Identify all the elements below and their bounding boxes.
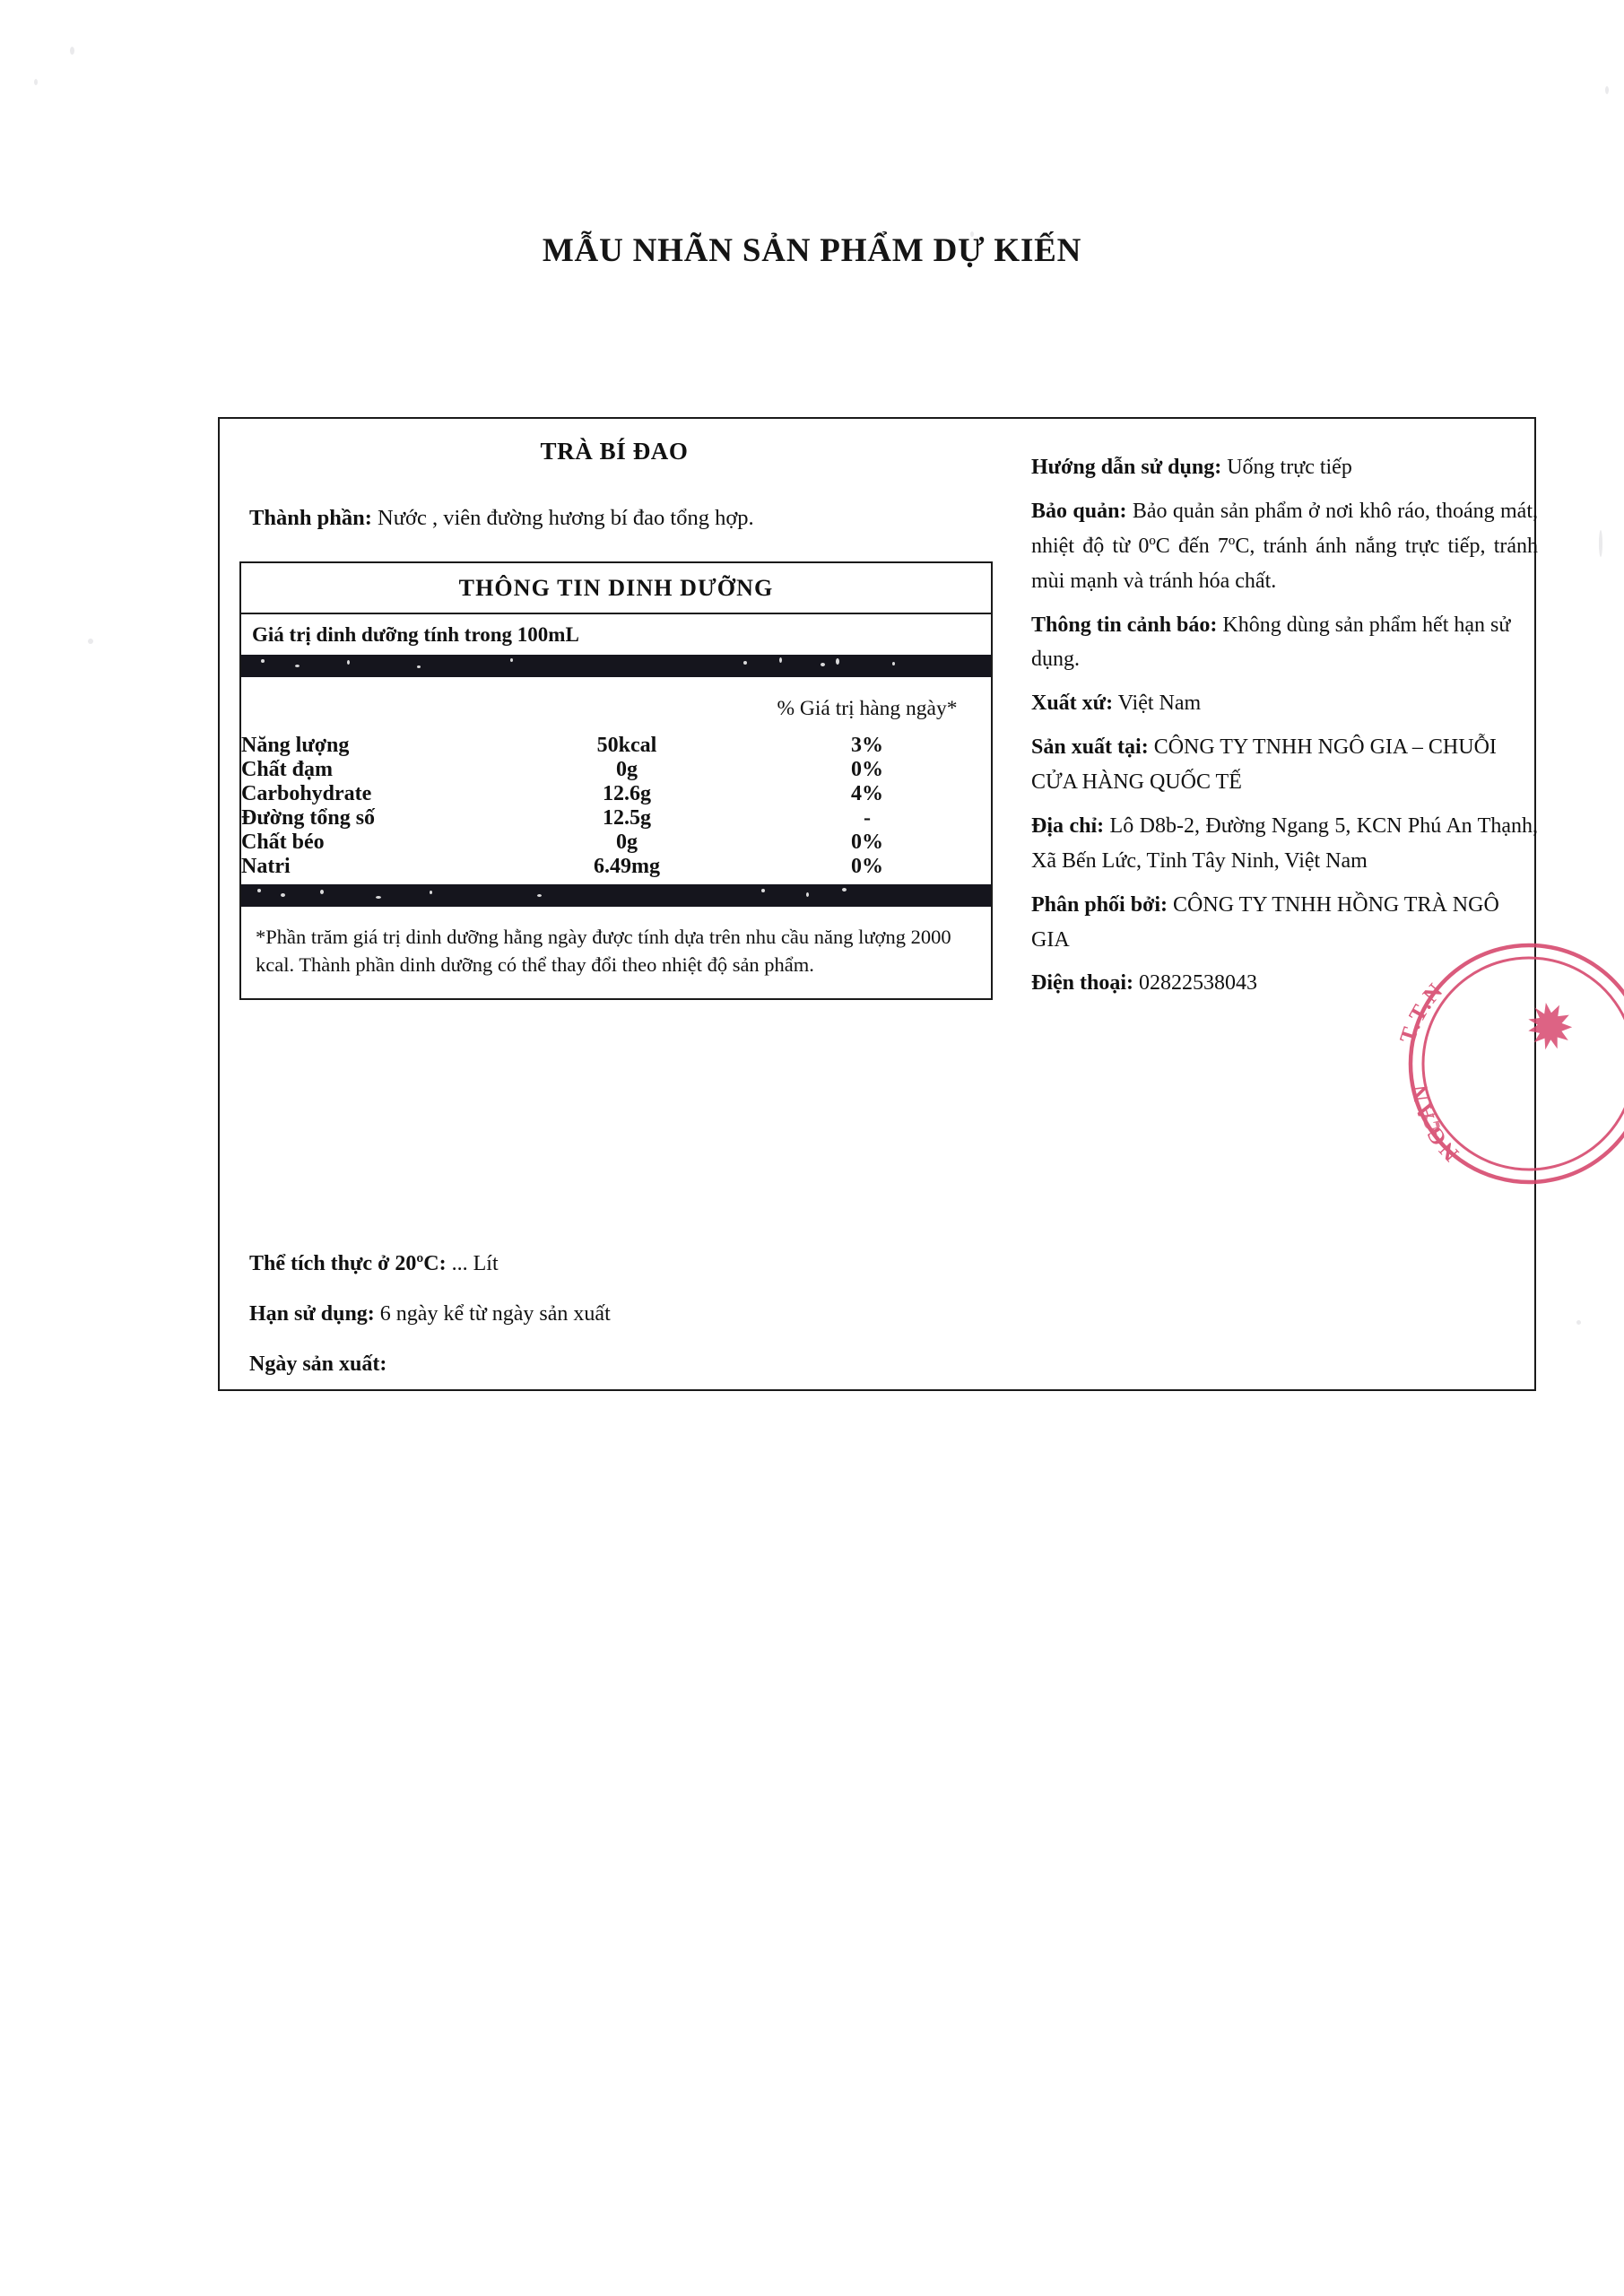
storage-value: Bảo quản sản phẩm ở nơi khô ráo, thoáng …: [1031, 499, 1538, 593]
scan-artifact: [34, 79, 38, 85]
field-phone: Điện thoại: 02822538043: [1031, 966, 1538, 1001]
nutrition-band-bottom: [241, 884, 991, 907]
nutrition-footnote: *Phần trăm giá trị dinh dưỡng hằng ngày …: [256, 926, 951, 977]
nutrition-panel-title: THÔNG TIN DINH DƯỠNG: [241, 563, 991, 614]
ingredients-label: Thành phần:: [249, 506, 372, 530]
scan-artifact: [70, 47, 74, 55]
field-storage: Bảo quản: Bảo quản sản phẩm ở nơi khô rá…: [1031, 494, 1538, 599]
origin-value: Việt Nam: [1113, 691, 1202, 716]
origin-label: Xuất xứ:: [1031, 691, 1114, 716]
ingredients-line: Thành phần: Nước , viên đường hương bí đ…: [249, 504, 994, 533]
nutrient-daily-value: 0%: [851, 758, 883, 781]
field-mfg-date: Ngày sản xuất:: [249, 1353, 994, 1375]
nutrient-name: Carbohydrate: [241, 782, 372, 805]
manufacturer-value: CÔNG TY TNHH NGÔ GIA – CHUỖI CỬA HÀNG QU…: [1031, 735, 1497, 794]
table-row: Năng lượng 50kcal 3%: [241, 734, 991, 758]
phone-label: Điện thoại:: [1031, 971, 1133, 996]
table-row: Chất béo 0g 0%: [241, 831, 991, 855]
label-right-column: Hướng dẫn sử dụng: Uống trực tiếp Bảo qu…: [1031, 419, 1538, 1389]
table-row: Chất đạm 0g 0%: [241, 758, 991, 782]
ingredients-value: Nước , viên đường hương bí đao tổng hợp.: [371, 506, 754, 530]
usage-value: Uống trực tiếp: [1221, 456, 1352, 479]
table-row: Carbohydrate 12.6g 4%: [241, 782, 991, 806]
net-volume-label: Thể tích thực ở 20ºC:: [249, 1252, 447, 1275]
column-header-nutrient: [241, 677, 510, 734]
usage-label: Hướng dẫn sử dụng:: [1031, 456, 1222, 479]
scan-artifact: [970, 231, 974, 237]
nutrient-name: Chất đạm: [241, 758, 334, 781]
official-stamp-inner-portion: T.T.N.H.H NG AN G: [1381, 916, 1535, 1212]
nutrient-name: Năng lượng: [241, 734, 350, 757]
warning-value: Không dùng sản phẩm hết hạn sử dụng.: [1031, 613, 1511, 672]
table-header-row: % Giá trị hàng ngày*: [241, 677, 991, 734]
page-title: MẪU NHÃN SẢN PHẨM DỰ KIẾN: [542, 232, 1082, 269]
field-origin: Xuất xứ: Việt Nam: [1031, 686, 1538, 721]
storage-label: Bảo quản:: [1031, 499, 1127, 523]
column-header-daily-value: % Giá trị hàng ngày*: [777, 697, 958, 720]
product-label-box: TRÀ BÍ ĐAO Thành phần: Nước , viên đường…: [218, 417, 1538, 1391]
field-usage: Hướng dẫn sử dụng: Uống trực tiếp: [1031, 450, 1538, 485]
field-distributor: Phân phối bởi: CÔNG TY TNHH HỒNG TRÀ NGÔ…: [1031, 888, 1538, 958]
nutrient-name: Đường tổng số: [241, 806, 376, 830]
field-net-volume: Thể tích thực ở 20ºC: ... Lít: [249, 1253, 994, 1274]
nutrition-facts-panel: THÔNG TIN DINH DƯỠNG Giá trị dinh dưỡng …: [239, 561, 993, 1001]
svg-text:T.T.N.H.H: T.T.N.H.H: [1381, 917, 1459, 1059]
field-shelf-life: Hạn sử dụng: 6 ngày kể từ ngày sản xuất: [249, 1303, 994, 1325]
nutrition-table: % Giá trị hàng ngày* Năng lượng 50kcal 3…: [241, 677, 991, 879]
product-name: TRÀ BÍ ĐAO: [540, 438, 689, 465]
nutrient-daily-value: 0%: [851, 831, 883, 854]
column-header-amount: [510, 677, 743, 734]
shelf-life-value: 6 ngày kể từ ngày sản xuất: [374, 1302, 611, 1326]
net-volume-value: ... Lít: [446, 1252, 499, 1275]
nutrient-name: Chất béo: [241, 831, 325, 854]
field-address: Địa chỉ: Lô D8b-2, Đường Ngang 5, KCN Ph…: [1031, 809, 1538, 879]
nutrient-daily-value: -: [864, 806, 871, 830]
nutrient-daily-value: 4%: [851, 782, 883, 805]
scan-artifact: [1605, 86, 1609, 94]
nutrient-name: Natri: [241, 855, 291, 878]
nutrient-daily-value: 3%: [851, 734, 883, 757]
distributor-label: Phân phối bởi:: [1031, 892, 1168, 917]
table-row: Đường tổng số 12.5g -: [241, 806, 991, 831]
label-bottom-fields: Thể tích thực ở 20ºC: ... Lít Hạn sử dụn…: [249, 1253, 994, 1404]
nutrient-amount: 50kcal: [596, 734, 657, 757]
scan-artifact: [88, 639, 93, 644]
shelf-life-label: Hạn sử dụng:: [249, 1302, 375, 1326]
nutrient-amount: 12.5g: [603, 806, 651, 830]
nutrition-band-top: [241, 655, 991, 677]
table-row: Natri 6.49mg 0%: [241, 855, 991, 879]
field-warning: Thông tin cảnh báo: Không dùng sản phẩm …: [1031, 608, 1538, 678]
field-manufacturer: Sản xuất tại: CÔNG TY TNHH NGÔ GIA – CHU…: [1031, 730, 1538, 800]
manufacturer-label: Sản xuất tại:: [1031, 735, 1149, 760]
phone-value: 02822538043: [1133, 971, 1257, 996]
nutrition-serving-basis: Giá trị dinh dưỡng tính trong 100mL: [252, 623, 579, 646]
nutrient-daily-value: 0%: [851, 855, 883, 878]
label-left-column: TRÀ BÍ ĐAO Thành phần: Nước , viên đường…: [220, 419, 1009, 1389]
address-value: Lô D8b-2, Đường Ngang 5, KCN Phú An Thạn…: [1031, 813, 1538, 873]
distributor-value: CÔNG TY TNHH HỒNG TRÀ NGÔ GIA: [1031, 892, 1499, 952]
nutrient-amount: 0g: [616, 831, 638, 854]
address-label: Địa chỉ:: [1031, 813, 1105, 838]
nutrient-amount: 0g: [616, 758, 638, 781]
scan-artifact: [1576, 1320, 1581, 1325]
nutrient-amount: 6.49mg: [594, 855, 660, 878]
nutrition-rows: % Giá trị hàng ngày* Năng lượng 50kcal 3…: [241, 677, 991, 884]
right-column-text: Hướng dẫn sử dụng: Uống trực tiếp Bảo qu…: [1031, 450, 1538, 1010]
warning-label: Thông tin cảnh báo:: [1031, 613, 1218, 637]
official-stamp-outer-portion: T.T.N.H.H NG AN: [1535, 916, 1624, 1212]
mfg-date-label: Ngày sản xuất:: [249, 1352, 387, 1376]
scan-artifact: [1599, 530, 1602, 557]
svg-text:G: G: [1420, 1107, 1444, 1136]
nutrient-amount: 12.6g: [603, 782, 651, 805]
